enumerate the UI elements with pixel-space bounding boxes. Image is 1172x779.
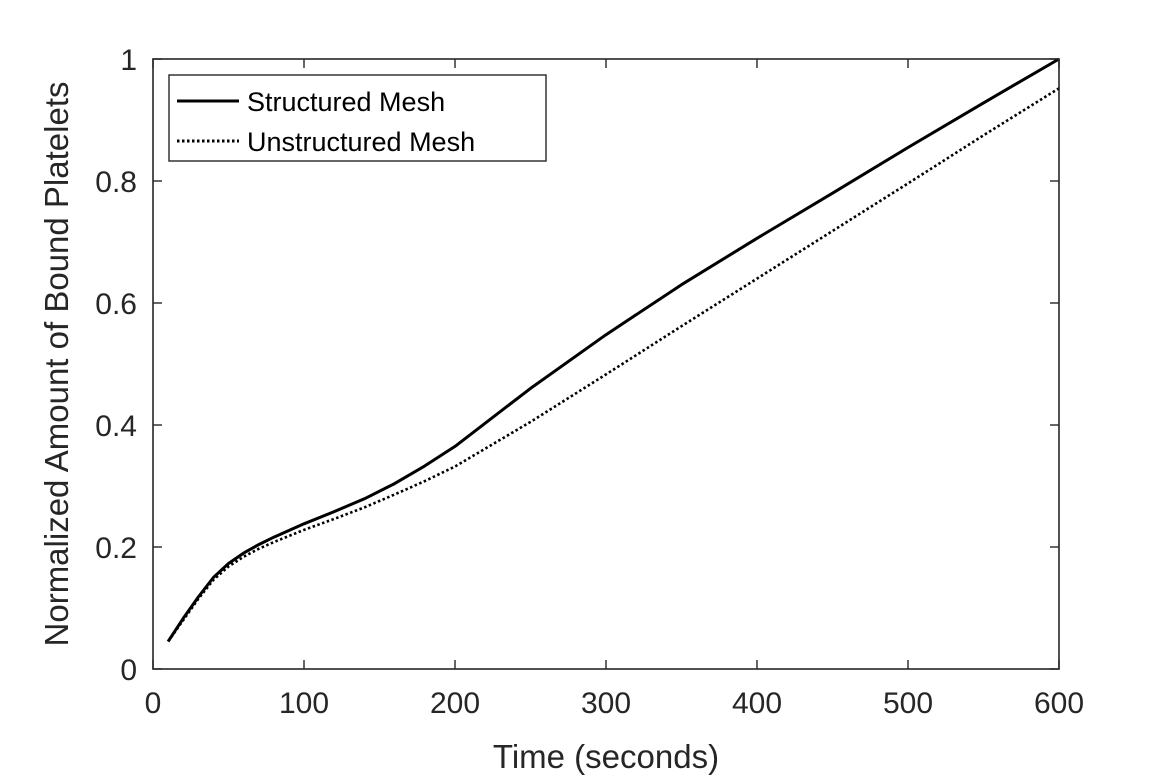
series-layer [166, 57, 1060, 643]
y-tick-label: 0.4 [95, 410, 137, 443]
legend-box [168, 74, 547, 162]
y-tick-label: 0.6 [95, 288, 137, 321]
legend-label-unstructured: Unstructured Mesh [247, 127, 475, 157]
x-tick-label: 0 [145, 687, 162, 720]
x-axis-title: Time (seconds) [493, 738, 719, 775]
series-line-unstructured-mesh [167, 87, 1060, 643]
x-tick-label: 200 [430, 687, 480, 720]
legend-label-structured: Structured Mesh [247, 87, 445, 117]
x-tick-label: 600 [1034, 687, 1084, 720]
x-tick-label: 500 [883, 687, 933, 720]
series-line-structured-mesh [166, 57, 1060, 643]
tick-layer: 0 100 200 300 400 500 600 0 0.2 0.4 0.6 0.8 1 [95, 44, 1084, 720]
y-tick-label: 0 [120, 654, 137, 687]
x-tick-label: 300 [581, 687, 631, 720]
x-tick-label: 100 [279, 687, 329, 720]
y-axis-title: Normalized Amount of Bound Platelets [38, 82, 75, 647]
legend: Structured Mesh Unstructured Mesh [168, 74, 547, 162]
y-tick-label: 0.8 [95, 166, 137, 199]
y-tick-label: 1 [120, 44, 137, 77]
y-tick-label: 0.2 [95, 532, 137, 565]
x-tick-label: 400 [732, 687, 782, 720]
